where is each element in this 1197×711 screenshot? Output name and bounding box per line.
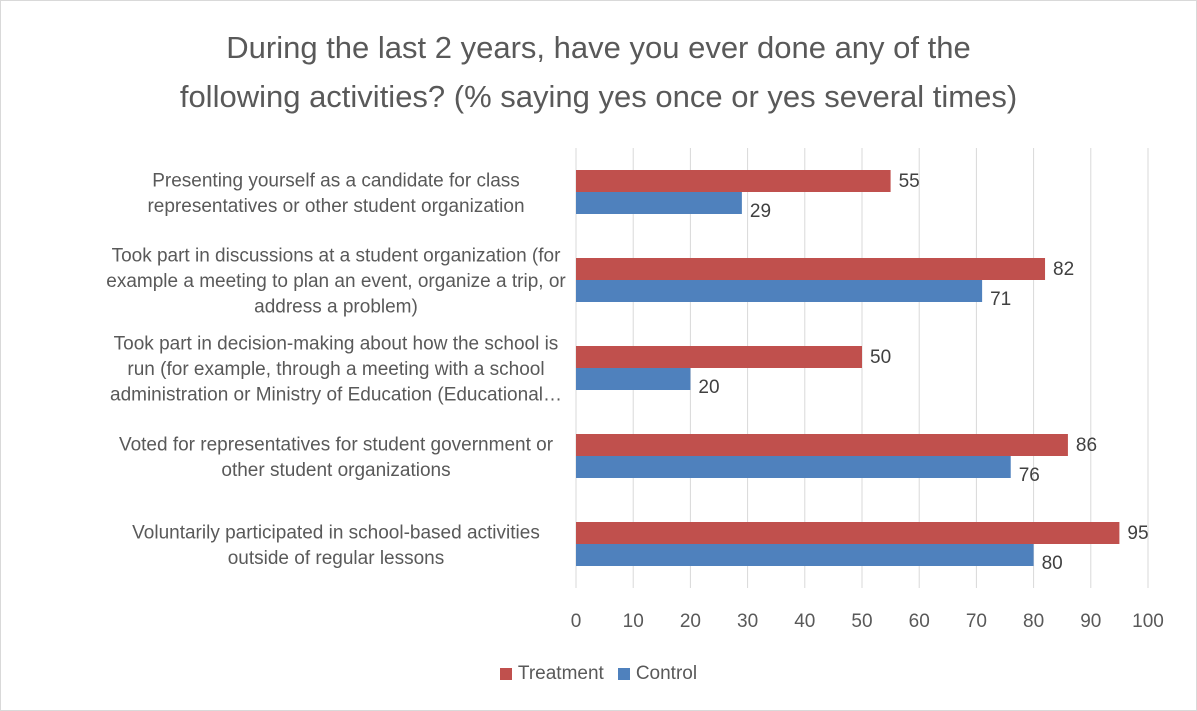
- data-label: 71: [990, 289, 1011, 310]
- x-tick-label: 80: [1023, 611, 1044, 632]
- x-tick-label: 60: [909, 611, 930, 632]
- bar-treatment: [576, 434, 1068, 456]
- data-label: 76: [1019, 465, 1040, 486]
- legend-label-treatment: Treatment: [517, 663, 604, 684]
- category-label: Took part in discussions at a student or…: [112, 246, 562, 267]
- data-label: 86: [1076, 435, 1097, 456]
- data-label: 29: [750, 201, 771, 222]
- bar-control: [576, 368, 691, 390]
- category-label: Presenting yourself as a candidate for c…: [152, 170, 520, 191]
- chart-legend: Treatment Control: [0, 663, 1197, 685]
- data-label: 50: [870, 347, 891, 368]
- data-label: 80: [1042, 553, 1063, 574]
- category-label: other student organizations: [221, 460, 450, 481]
- x-tick-label: 10: [623, 611, 644, 632]
- x-tick-label: 50: [851, 611, 872, 632]
- x-tick-label: 30: [737, 611, 758, 632]
- data-label: 82: [1053, 259, 1074, 280]
- legend-item-treatment: Treatment: [499, 663, 604, 685]
- bar-treatment: [576, 522, 1120, 544]
- category-label: Took part in decision-making about how t…: [114, 334, 559, 355]
- bar-treatment: [576, 258, 1046, 280]
- bar-control: [576, 456, 1011, 478]
- category-label: example a meeting to plan an event, orga…: [106, 271, 566, 292]
- bar-control: [576, 280, 983, 302]
- data-label: 55: [899, 171, 920, 192]
- chart-title-line-2: following activities? (% saying yes once…: [179, 79, 1018, 114]
- bar-treatment: [576, 346, 862, 368]
- chart-title-line-1: During the last 2 years, have you ever d…: [226, 30, 971, 65]
- category-label: administration or Ministry of Education …: [110, 385, 562, 406]
- x-tick-label: 90: [1080, 611, 1101, 632]
- x-tick-label: 0: [571, 611, 582, 632]
- data-label: 95: [1127, 523, 1148, 544]
- bar-control: [576, 544, 1034, 566]
- data-label: 20: [698, 377, 719, 398]
- x-tick-label: 20: [680, 611, 701, 632]
- category-label: representatives or other student organiz…: [147, 196, 524, 217]
- category-label: Voted for representatives for student go…: [119, 434, 554, 455]
- legend-swatch-treatment: [499, 668, 512, 680]
- category-label: outside of regular lessons: [228, 548, 445, 569]
- category-label: run (for example, through a meeting with…: [127, 359, 544, 380]
- x-tick-label: 100: [1132, 611, 1164, 632]
- bar-control: [576, 192, 742, 214]
- category-label: Voluntarily participated in school-based…: [132, 522, 540, 543]
- legend-label-control: Control: [635, 663, 698, 684]
- category-label: address a problem): [254, 297, 418, 318]
- bar-treatment: [576, 170, 891, 192]
- x-tick-label: 70: [966, 611, 987, 632]
- x-tick-label: 40: [794, 611, 815, 632]
- legend-item-control: Control: [617, 663, 698, 685]
- legend-swatch-control: [617, 668, 630, 680]
